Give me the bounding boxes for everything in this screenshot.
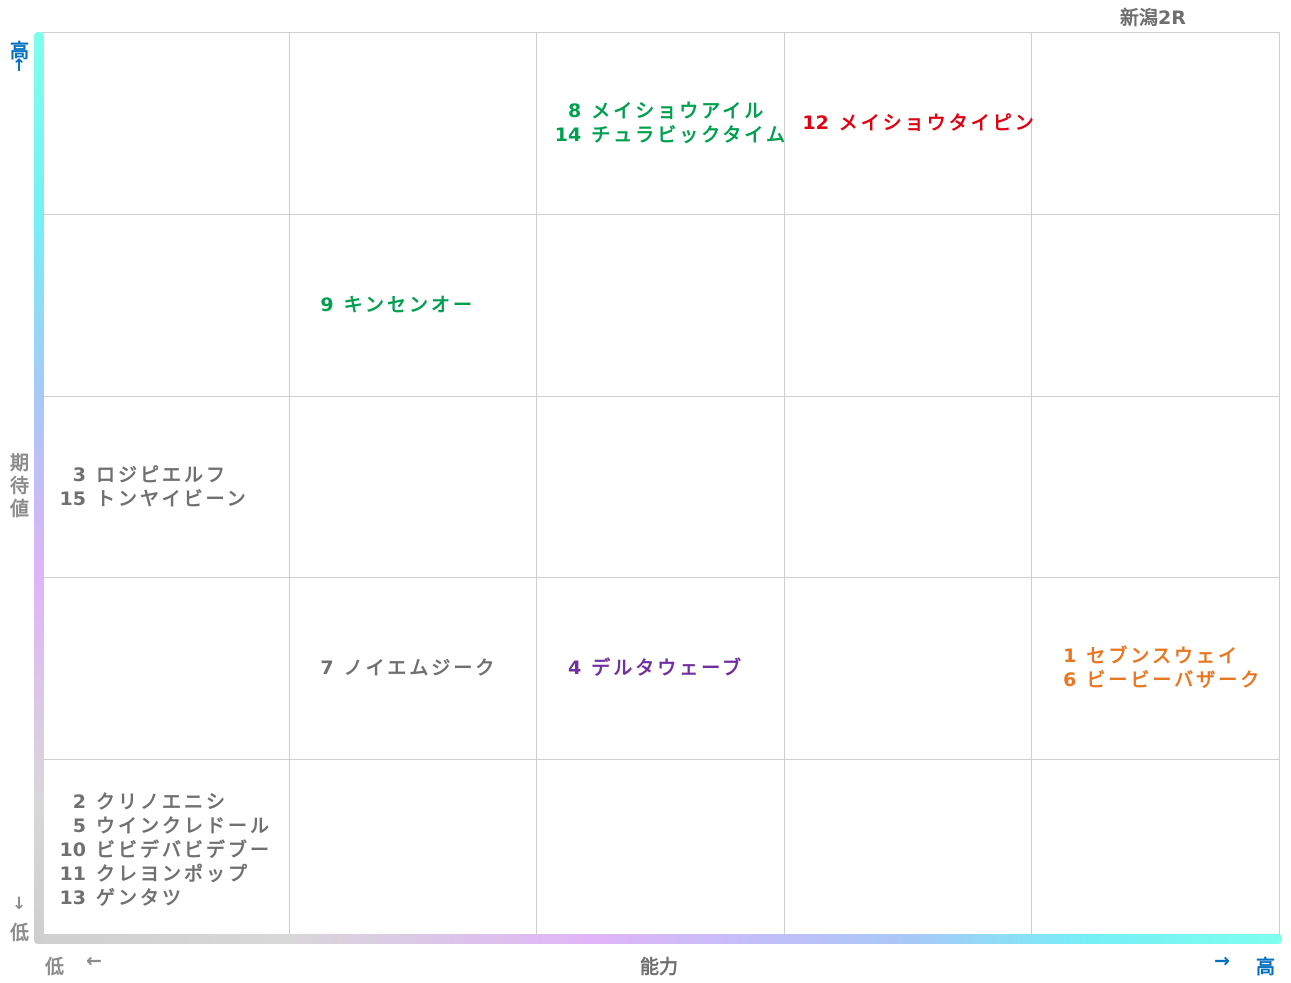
horse-number: 1: [1063, 645, 1077, 668]
horse-number: 11: [59, 863, 86, 886]
horse-entry: 13 ゲンタツ: [52, 886, 184, 910]
horse-name: デルタウェーブ: [591, 657, 745, 680]
horse-number: 8: [567, 99, 582, 122]
grid-cell: [537, 32, 785, 215]
left-arrow-icon: ←: [86, 950, 102, 972]
horse-name: クリノエニシ: [96, 791, 229, 814]
horse-entry: 7 ノイエムジーク: [300, 656, 498, 680]
horse-entry: 12 メイショウタイピン: [795, 111, 1037, 135]
horse-name: セブンスウェイ: [1086, 645, 1241, 668]
grid-cell: [784, 395, 1033, 579]
grid-cell: [289, 577, 538, 761]
horse-entry: 11 クレヨンポップ: [52, 862, 250, 886]
horse-entry: 6 ビービーバザーク: [1042, 668, 1262, 692]
horse-number: 7: [320, 657, 334, 680]
x-axis-low-label: 低: [45, 956, 65, 978]
horse-entry: 2 クリノエニシ: [52, 790, 228, 814]
horse-name: クレヨンポップ: [96, 863, 251, 886]
horse-entry: 5 ウインクレドール: [52, 814, 272, 838]
horse-entry: 14 チュラビックタイム: [547, 123, 788, 147]
horse-number: 4: [567, 657, 582, 680]
grid-cell: [42, 577, 290, 761]
grid-cell: [42, 759, 290, 942]
grid-cell: [1032, 577, 1280, 761]
horse-entry: 9 キンセンオー: [300, 293, 475, 317]
horse-number: 12: [802, 111, 829, 134]
grid-cell: [784, 577, 1033, 761]
horse-entry: 1 セブンスウェイ: [1042, 644, 1240, 668]
chart-title: 新潟2R: [1120, 7, 1186, 29]
grid-cell: [537, 759, 785, 942]
quadrant-grid: 8 メイショウアイル 14 チュラビックタイム 12 メイショウタイピン 9 キンセンオー 3 ロ…: [42, 32, 1280, 942]
right-arrow-icon: →: [1214, 950, 1230, 972]
horse-name: ノイエムジーク: [343, 657, 498, 680]
horse-number: 13: [59, 887, 86, 910]
horse-entry: 4 デルタウェーブ: [547, 656, 744, 680]
horse-name: メイショウタイピン: [838, 111, 1037, 134]
horse-name: ウインクレドール: [96, 815, 273, 838]
grid-cell: [289, 395, 538, 579]
grid-cell: [1032, 213, 1280, 397]
horse-number: 9: [320, 293, 334, 316]
x-axis-bar: [34, 934, 1282, 944]
x-axis-high-label: 高: [1256, 956, 1276, 978]
horse-name: メイショウアイル: [591, 99, 767, 122]
grid-cell: [1032, 395, 1280, 579]
grid-cell: [289, 213, 538, 397]
y-axis-label: 期待値: [10, 452, 30, 520]
grid-cell: [289, 759, 538, 942]
horse-name: ロジピエルフ: [96, 463, 229, 486]
up-arrow-icon: ↑: [12, 56, 27, 76]
horse-entry: 8 メイショウアイル: [547, 99, 766, 123]
grid-cell: [1032, 32, 1280, 215]
grid-cell: [42, 213, 290, 397]
x-axis-label: 能力: [640, 956, 679, 978]
y-axis-high-label: 高: [10, 40, 30, 62]
horse-name: チュラビックタイム: [591, 123, 789, 146]
horse-number: 5: [72, 815, 86, 838]
horse-entry: 10 ビビデバビデブー: [52, 838, 272, 862]
horse-name: ビビデバビデブー: [96, 839, 273, 862]
horse-number: 15: [59, 487, 86, 510]
grid-cell: [289, 32, 538, 215]
horse-number: 2: [72, 791, 86, 814]
grid-cell: [537, 395, 785, 579]
horse-name: ビービーバザーク: [1086, 669, 1263, 692]
grid-cell: [537, 577, 785, 761]
grid-cell: [537, 213, 785, 397]
horse-entry: 15 トンヤイビーン: [52, 487, 249, 511]
grid-cell: [784, 213, 1033, 397]
horse-name: ゲンタツ: [96, 887, 185, 910]
grid-cell: [1032, 759, 1280, 942]
horse-number: 14: [554, 123, 582, 146]
horse-number: 3: [72, 463, 86, 486]
horse-number: 6: [1063, 669, 1077, 692]
y-axis-bar: [34, 32, 44, 944]
grid-cell: [42, 32, 290, 215]
grid-cell: [42, 395, 290, 579]
horse-number: 10: [59, 839, 86, 862]
horse-name: キンセンオー: [343, 293, 476, 316]
horse-entry: 3 ロジピエルフ: [52, 463, 228, 487]
horse-name: トンヤイビーン: [96, 487, 249, 510]
down-arrow-icon: ↓: [12, 894, 27, 914]
grid-cell: [784, 759, 1033, 942]
grid-cell: [784, 32, 1033, 215]
y-axis-low-label: 低: [10, 922, 30, 944]
